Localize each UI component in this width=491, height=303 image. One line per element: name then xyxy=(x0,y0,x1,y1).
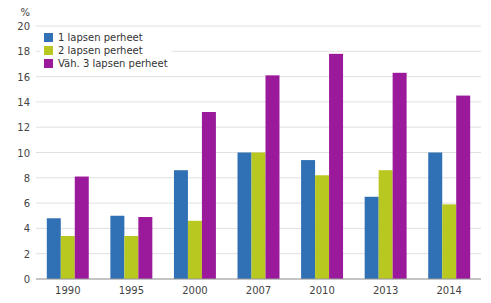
grid-line xyxy=(36,101,481,102)
bar xyxy=(47,218,61,279)
x-tick-label: 2010 xyxy=(309,285,334,296)
y-tick-label: 16 xyxy=(17,72,30,83)
bar xyxy=(174,170,188,279)
y-tick-label: 20 xyxy=(17,21,30,32)
bar xyxy=(61,236,75,279)
legend-background xyxy=(40,28,172,73)
x-tick-label: 1995 xyxy=(119,285,144,296)
bar xyxy=(365,197,379,279)
x-tick-label: 2007 xyxy=(246,285,271,296)
y-tick-label: 10 xyxy=(17,148,30,159)
x-tick-label: 2014 xyxy=(436,285,461,296)
bar xyxy=(456,96,470,279)
bar xyxy=(252,153,266,280)
grid-line xyxy=(36,26,481,27)
legend-label: Väh. 3 lapsen perheet xyxy=(58,58,168,69)
bar xyxy=(238,153,252,280)
y-axis-label: % xyxy=(20,7,30,18)
x-tick-label: 2013 xyxy=(373,285,398,296)
legend-swatch xyxy=(44,46,53,55)
chart-container: 0 2 4 6 8 10 12 14 16 18 20% 1990 1995 2000 2007 2010 20… xyxy=(0,0,491,303)
bar xyxy=(110,216,124,279)
bars xyxy=(47,54,470,279)
y-tick-label: 18 xyxy=(17,46,30,57)
y-tick-label: 4 xyxy=(24,223,30,234)
bar xyxy=(124,236,138,279)
bar xyxy=(329,54,343,279)
bar xyxy=(265,75,279,279)
bar xyxy=(428,153,442,280)
y-tick-label: 14 xyxy=(17,97,30,108)
legend-label: 1 lapsen perheet xyxy=(58,32,143,43)
x-tick-label: 2000 xyxy=(182,285,207,296)
bar xyxy=(202,112,216,279)
y-tick-label: 0 xyxy=(24,274,30,285)
bar xyxy=(301,160,315,279)
legend-swatch xyxy=(44,33,53,42)
bar xyxy=(75,177,89,279)
x-axis-line xyxy=(36,279,481,280)
grid-line xyxy=(36,279,481,280)
bar xyxy=(379,170,393,279)
grid-line xyxy=(36,76,481,77)
y-tick-label: 8 xyxy=(24,173,30,184)
bar xyxy=(393,73,407,279)
grid xyxy=(36,26,481,279)
legend: 1 lapsen perheet 2 lapsen perheet Väh. 3 l… xyxy=(40,28,172,73)
x-tick-label: 1990 xyxy=(55,285,80,296)
y-tick-label: 12 xyxy=(17,122,30,133)
legend-label: 2 lapsen perheet xyxy=(58,45,143,56)
bar xyxy=(188,221,202,279)
background xyxy=(0,0,491,303)
y-tick-label: 2 xyxy=(24,249,30,260)
legend-swatch xyxy=(44,59,53,68)
bar xyxy=(138,217,152,279)
bar xyxy=(315,175,329,279)
y-tick-label: 6 xyxy=(24,198,30,209)
grid-line xyxy=(36,127,481,128)
bar xyxy=(442,204,456,279)
chart-svg: 0 2 4 6 8 10 12 14 16 18 20% 1990 1995 2000 2007 2010 20… xyxy=(0,0,491,303)
